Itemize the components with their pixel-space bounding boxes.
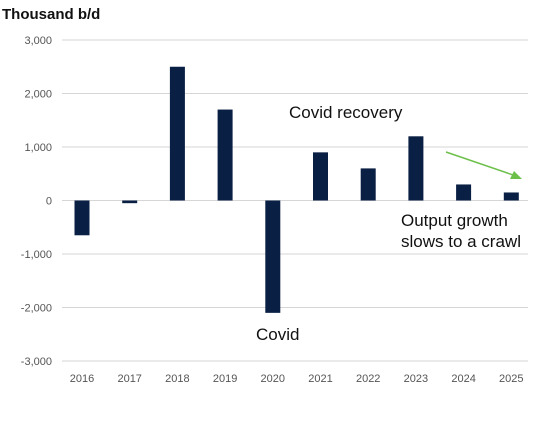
x-tick-label: 2016: [70, 373, 94, 385]
y-tick-label: -2,000: [21, 303, 52, 315]
gridlines: [62, 39, 528, 362]
bar-2023: [408, 136, 424, 201]
trend-arrow-head: [510, 171, 522, 179]
annotation-output-growth-line1: Output growth: [401, 211, 508, 230]
annotation-covid: Covid: [256, 325, 299, 344]
bar-2020: [265, 200, 281, 313]
x-axis-tick-labels: 2016 2017 2018 2019 2020 2021 2022 2023 2024 2025: [70, 373, 524, 385]
y-tick-label: 1,000: [24, 142, 52, 154]
annotation-output-growth-line2: slows to a crawl: [401, 232, 521, 251]
annotation-covid-recovery: Covid recovery: [289, 103, 403, 122]
x-tick-label: 2018: [165, 373, 189, 385]
bar-2025: [503, 192, 519, 201]
x-tick-label: 2019: [213, 373, 237, 385]
trend-arrow-line: [445, 151, 517, 177]
x-tick-label: 2022: [356, 373, 380, 385]
x-tick-label: 2024: [451, 373, 475, 385]
bar-2024: [456, 184, 472, 201]
y-tick-label: -1,000: [21, 249, 52, 261]
y-axis-tick-labels: 3,000 2,000 1,000 0 -1,000 -2,000 -3,000: [21, 35, 52, 368]
x-tick-label: 2017: [117, 373, 141, 385]
y-tick-label: 3,000: [24, 35, 52, 47]
x-tick-label: 2025: [499, 373, 523, 385]
x-tick-label: 2020: [261, 373, 285, 385]
y-tick-label: 0: [46, 196, 52, 208]
y-tick-label: 2,000: [24, 89, 52, 101]
bar-2017: [122, 200, 138, 204]
bars: [74, 66, 519, 313]
y-tick-label: -3,000: [21, 356, 52, 368]
y-unit-label: Thousand b/d: [2, 6, 100, 23]
x-tick-label: 2021: [308, 373, 332, 385]
bar-2022: [360, 168, 376, 201]
bar-2021: [313, 152, 328, 201]
bar-2019: [217, 109, 233, 201]
x-tick-label: 2023: [404, 373, 428, 385]
bar-2016: [74, 200, 90, 236]
trend-arrow: [445, 151, 522, 179]
bar-2018: [169, 66, 185, 201]
